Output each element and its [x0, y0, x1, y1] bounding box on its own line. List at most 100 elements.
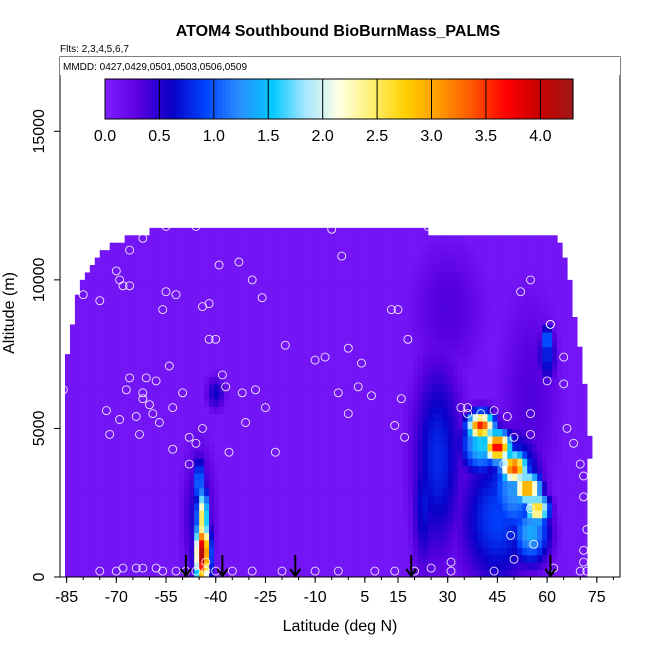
heatmap-cell: [298, 346, 305, 355]
heatmap-cell: [442, 294, 449, 303]
heatmap-cell: [552, 317, 558, 326]
heatmap-cell: [283, 569, 290, 577]
heatmap-cell: [402, 487, 409, 496]
heatmap-cell: [228, 250, 235, 259]
heatmap-cell: [278, 383, 285, 392]
heatmap-cell: [278, 317, 285, 326]
heatmap-cell: [576, 406, 583, 415]
heatmap-cell: [447, 324, 454, 333]
heatmap-cell: [457, 473, 464, 482]
heatmap-cell: [522, 265, 528, 274]
heatmap-cell: [388, 272, 394, 281]
heatmap-cell: [169, 250, 175, 259]
heatmap-cell: [348, 435, 354, 444]
heatmap-cell: [129, 532, 136, 541]
heatmap-cell: [169, 532, 175, 541]
heatmap-cell: [457, 398, 464, 407]
heatmap-cell: [109, 324, 116, 333]
heatmap-cell: [224, 250, 230, 259]
heatmap-cell: [74, 331, 81, 340]
heatmap-cell: [373, 487, 379, 496]
heatmap-cell: [393, 569, 399, 577]
heatmap-cell: [119, 539, 126, 548]
heatmap-cell: [358, 532, 364, 541]
heatmap-cell: [397, 309, 404, 318]
heatmap-cell: [149, 458, 156, 467]
heatmap-cell: [139, 443, 146, 452]
heatmap-cell: [547, 265, 553, 274]
heatmap-cell: [273, 473, 280, 482]
colorbar-swatch: [272, 79, 278, 119]
heatmap-cell: [323, 309, 329, 318]
heatmap-cell: [512, 406, 518, 415]
heatmap-cell: [432, 242, 439, 251]
heatmap-cell: [224, 450, 230, 459]
flights-subtitle: Flts: 2,3,4,5,6,7: [60, 44, 129, 55]
heatmap-cell: [492, 339, 498, 348]
heatmap-cell: [253, 428, 260, 437]
heatmap-cell: [149, 361, 156, 370]
heatmap-cell: [69, 435, 76, 444]
heatmap-cell: [378, 235, 384, 244]
heatmap-cell: [348, 458, 354, 467]
heatmap-cell: [149, 287, 156, 296]
heatmap-cell: [154, 324, 161, 333]
heatmap-cell: [273, 376, 280, 385]
heatmap-cell: [79, 458, 86, 467]
heatmap-cell: [253, 465, 260, 474]
heatmap-cell: [432, 272, 439, 281]
heatmap-cell: [393, 428, 399, 437]
heatmap-cell: [233, 465, 240, 474]
heatmap-cell: [154, 279, 161, 288]
heatmap-cell: [283, 443, 290, 452]
heatmap-cell: [457, 495, 464, 504]
heatmap-cell: [393, 339, 399, 348]
heatmap-cell: [124, 287, 131, 296]
heatmap-cell: [144, 242, 151, 251]
heatmap-cell: [323, 346, 329, 355]
heatmap-cell: [119, 435, 126, 444]
heatmap-cell: [224, 331, 230, 340]
heatmap-cell: [507, 391, 513, 400]
heatmap-cell: [238, 569, 245, 577]
heatmap-cell: [139, 450, 146, 459]
heatmap-cell: [358, 376, 364, 385]
heatmap-cell: [149, 569, 156, 577]
heatmap-cell: [383, 272, 389, 281]
heatmap-cell: [343, 495, 349, 504]
heatmap-cell: [547, 369, 553, 378]
heatmap-cell: [576, 450, 583, 459]
heatmap-cell: [144, 450, 151, 459]
heatmap-cell: [417, 547, 424, 556]
heatmap-cell: [124, 562, 131, 571]
heatmap-cell: [273, 487, 280, 496]
heatmap-cell: [84, 517, 91, 526]
colorbar-swatch: [105, 79, 110, 119]
heatmap-cell: [333, 539, 339, 548]
heatmap-cell: [209, 473, 215, 482]
heatmap-cell: [467, 317, 474, 326]
heatmap-cell: [79, 302, 86, 311]
heatmap-cell: [492, 450, 498, 459]
heatmap-cell: [273, 406, 280, 415]
heatmap-cell: [477, 302, 484, 311]
heatmap-cell: [104, 510, 111, 519]
heatmap-cell: [268, 473, 275, 482]
observation-point: [145, 400, 154, 410]
heatmap-cell: [447, 406, 454, 415]
heatmap-cell: [447, 302, 454, 311]
heatmap-cell: [477, 287, 484, 296]
heatmap-cell: [313, 309, 320, 318]
heatmap-cell: [199, 532, 205, 541]
heatmap-cell: [288, 428, 295, 437]
heatmap-cell: [283, 517, 290, 526]
heatmap-cell: [348, 250, 354, 259]
heatmap-cell: [129, 265, 136, 274]
heatmap-cell: [99, 361, 106, 370]
heatmap-cell: [383, 242, 389, 251]
heatmap-cell: [502, 235, 508, 244]
heatmap-cell: [397, 369, 404, 378]
heatmap-cell: [174, 250, 180, 259]
heatmap-cell: [358, 547, 364, 556]
heatmap-cell: [149, 450, 156, 459]
